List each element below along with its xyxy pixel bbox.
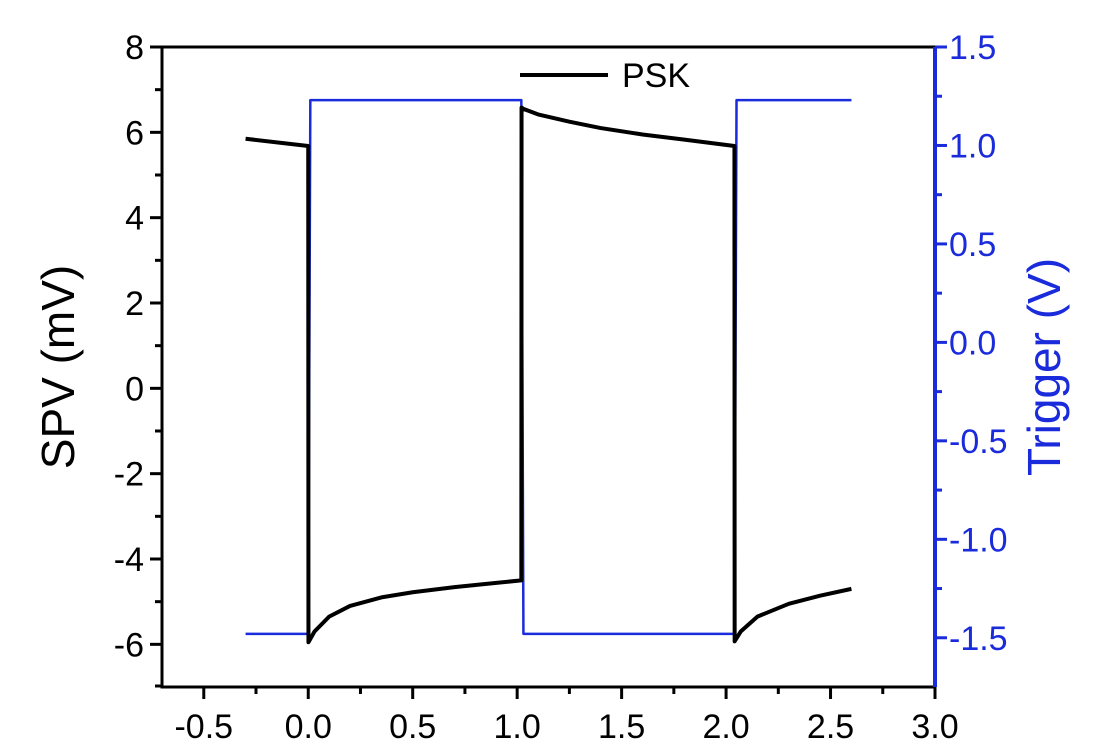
y-left-tick-label: 2 — [125, 285, 144, 323]
y-left-tick-label: -2 — [114, 456, 144, 494]
y-right-tick-label: -1.0 — [949, 521, 1008, 559]
y-left-tick-label: 4 — [125, 200, 144, 238]
ticks-layer: -0.5 0.0 0.5 1.0 1.5 2.0 2.5 3.0 -6 -4 -2 0 2 4 6 8 -1.5… — [114, 29, 1008, 746]
y-right-tick-label: 0.0 — [949, 324, 996, 362]
x-tick-label: 0.5 — [389, 708, 436, 746]
y-right-tick-label: 1.5 — [949, 29, 996, 67]
y-right-tick-label: 1.0 — [949, 127, 996, 165]
series-line-psk — [245, 105, 852, 645]
y-left-tick-label: 6 — [125, 114, 144, 152]
axes-layer — [160, 45, 937, 689]
y-left-tick-label: 8 — [125, 29, 144, 67]
legend: PSK — [520, 57, 690, 95]
x-tick-label: 2.0 — [702, 708, 749, 746]
x-tick-label: 1.5 — [598, 708, 645, 746]
y-right-axis-title: Trigger (V) — [1018, 258, 1070, 476]
x-tick-label: 0.0 — [285, 708, 332, 746]
y-left-tick-label: -4 — [114, 541, 144, 579]
x-tick-label: -0.5 — [174, 708, 233, 746]
legend-label-psk: PSK — [622, 57, 690, 95]
y-right-tick-label: -0.5 — [949, 423, 1008, 461]
x-tick-label: 3.0 — [911, 708, 958, 746]
y-right-tick-label: 0.5 — [949, 226, 996, 264]
series-layer — [245, 98, 852, 645]
y-left-axis-title: SPV (mV) — [32, 265, 84, 469]
y-left-tick-label: 0 — [125, 370, 144, 408]
x-tick-label: 2.5 — [807, 708, 854, 746]
series-line-trigger — [245, 98, 852, 636]
y-right-tick-label: -1.5 — [949, 620, 1008, 658]
x-tick-label: 1.0 — [494, 708, 541, 746]
labels-layer: SPV (mV) Trigger (V) — [32, 258, 1070, 476]
y-left-tick-label: -6 — [114, 626, 144, 664]
